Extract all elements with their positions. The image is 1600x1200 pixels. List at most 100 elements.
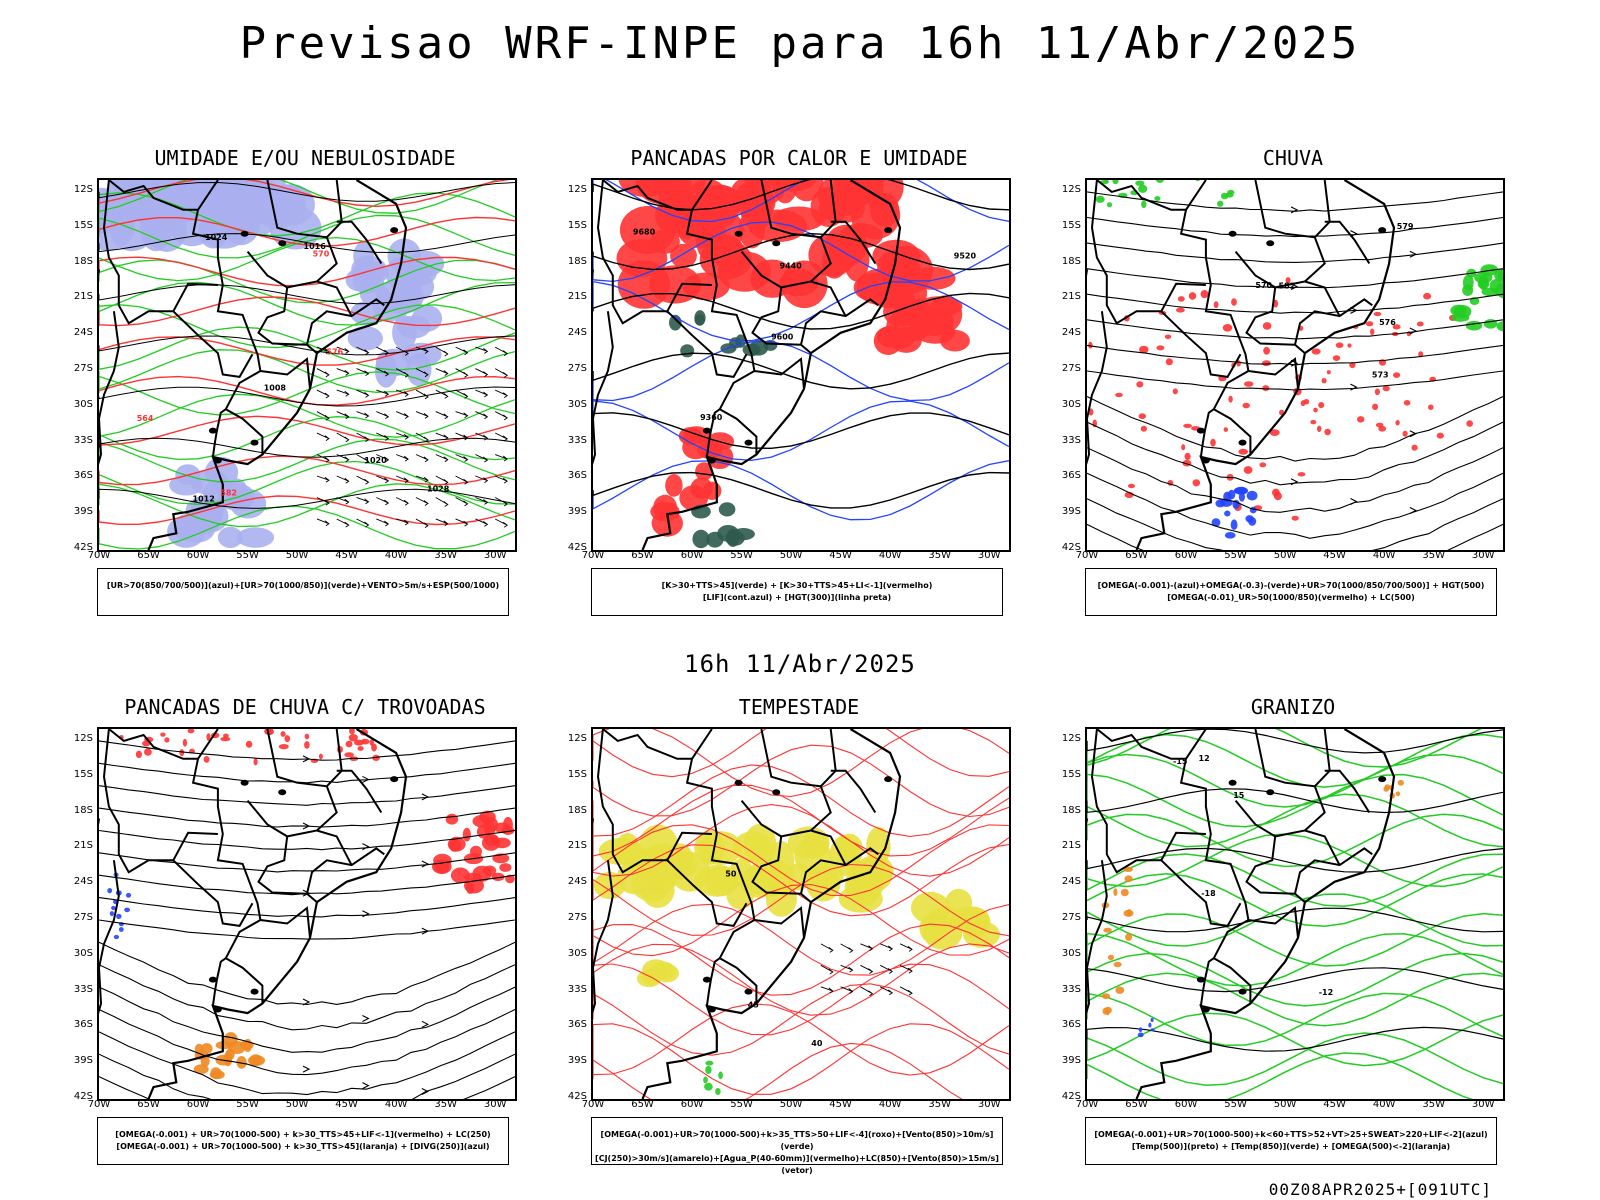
pressure-contour xyxy=(99,335,515,356)
lake xyxy=(1196,976,1205,983)
rain-omega-green xyxy=(1112,180,1119,185)
political-border xyxy=(1090,180,1206,325)
jet-stream-yellow xyxy=(740,866,778,898)
instability-kt xyxy=(680,344,695,358)
lc250-streamline xyxy=(99,807,515,828)
legend-line: [UR>70(850/700/500)](azul)+[UR>70(1000/8… xyxy=(106,581,500,590)
humidity-high-level xyxy=(217,526,243,548)
political-border xyxy=(810,280,847,317)
thunder-red xyxy=(253,758,258,766)
omega500-orange xyxy=(1120,888,1129,897)
divergence-blue xyxy=(113,934,119,940)
longitude-tick: 35W xyxy=(434,1099,457,1110)
humidity-high-level xyxy=(222,192,253,235)
latitude-tick: 39S xyxy=(1061,1055,1081,1067)
longitude-tick: 60W xyxy=(680,1099,704,1110)
latitude-tick: 27S xyxy=(567,911,587,923)
lake xyxy=(1228,779,1237,786)
omega500-orange xyxy=(1103,927,1112,933)
latitude-tick: 30S xyxy=(73,398,93,410)
wind-vector xyxy=(494,346,508,357)
jet-stream-yellow xyxy=(593,871,626,900)
political-border xyxy=(191,729,264,1004)
thunder-red xyxy=(450,867,470,884)
contour-label: -12 xyxy=(1319,988,1333,997)
map-layers: 40 45 50 xyxy=(593,729,1009,1099)
rain-omega-blue xyxy=(1249,506,1257,514)
thunder-red xyxy=(371,743,377,752)
wind-vector xyxy=(455,389,469,399)
contour-label: 9440 xyxy=(780,262,803,271)
wind850-vector xyxy=(860,943,874,952)
instability-lift xyxy=(651,509,683,537)
wind-vector xyxy=(455,518,469,527)
thunder-red xyxy=(472,865,492,882)
omega500-orange xyxy=(1397,779,1404,786)
latitude-tick: 21S xyxy=(567,291,587,303)
map-canvas xyxy=(99,729,515,1099)
thickness-contour xyxy=(99,415,515,446)
political-border xyxy=(99,860,120,1014)
wind-vector xyxy=(475,518,489,527)
rain-omega-red xyxy=(1156,345,1165,351)
longitude-axis: 70W 65W 60W 55W 50W 45W 40W 35W 30W xyxy=(1076,550,1501,564)
wind-vector xyxy=(415,368,429,378)
streamline-arrow xyxy=(1409,327,1418,335)
lake xyxy=(250,988,259,995)
omega500-orange xyxy=(1383,786,1389,792)
wind-vector xyxy=(495,475,508,484)
thunder-red xyxy=(179,749,185,757)
rain-omega-green xyxy=(1474,272,1493,284)
rain-omega-red xyxy=(1176,307,1185,313)
thunder-red xyxy=(304,733,310,740)
streamline-arrow xyxy=(421,793,430,801)
humidity-low-level-contour xyxy=(99,483,515,528)
wind-vector xyxy=(435,454,449,463)
wind-vector xyxy=(415,411,429,419)
precipitable-water-contour xyxy=(593,1042,963,1099)
map-layers: -12 -15 -18 15 12 xyxy=(1087,729,1503,1099)
thunder-red xyxy=(284,735,291,743)
wind-vector xyxy=(494,432,508,442)
lake xyxy=(1201,457,1210,464)
thunder-red xyxy=(445,813,459,825)
rain-omega-red xyxy=(1321,378,1327,384)
contour-label: 9680 xyxy=(633,227,656,236)
rain-omega-red xyxy=(1403,400,1411,406)
wind850-vector xyxy=(880,964,894,974)
longitude-tick: 40W xyxy=(384,1099,408,1110)
streamline-arrow xyxy=(362,910,370,918)
contour-label: 582 xyxy=(220,488,237,497)
rain-omega-red xyxy=(1172,388,1178,395)
streamline-arrow xyxy=(302,822,311,830)
longitude-tick: 40W xyxy=(1372,1099,1396,1110)
instability-lift xyxy=(644,180,677,188)
rain-omega-red xyxy=(1310,419,1317,425)
thunder-red xyxy=(189,748,195,754)
wind-vector xyxy=(395,497,409,506)
humidity-high-level xyxy=(347,326,383,351)
omega500-orange xyxy=(1101,993,1111,999)
rain-omega-red xyxy=(1244,381,1254,387)
precipitable-water-contour xyxy=(593,1023,1009,1095)
legend-line: [LIF](cont.azul) + [HGT(300)](linha pret… xyxy=(702,593,892,602)
latitude-tick: 39S xyxy=(567,506,587,518)
rain-omega-red xyxy=(1140,425,1147,432)
hgt500-streamline xyxy=(1087,498,1503,550)
map-chuva: 582 576 570 573 579 xyxy=(1085,178,1505,552)
lake xyxy=(278,789,287,796)
wind-vector xyxy=(316,497,330,506)
latitude-tick: 18S xyxy=(567,255,587,267)
latitude-tick: 42S xyxy=(73,542,93,553)
wind-vector xyxy=(395,389,409,397)
lake xyxy=(208,427,217,434)
longitude-tick: 55W xyxy=(236,550,259,561)
map-umidade: 1008 1012 1016 1020 1024 1028 570 576 564 582 xyxy=(97,178,517,552)
lc250-streamline xyxy=(99,740,515,761)
lake xyxy=(250,439,259,446)
legend-line: [K>30+TTS>45](verde) + [K>30+TTS>45+LI<-… xyxy=(661,581,933,590)
rain-omega-red xyxy=(1311,348,1321,355)
rain-omega-red xyxy=(1177,296,1185,302)
omega500-orange xyxy=(1127,909,1132,917)
wind-vector xyxy=(336,346,350,354)
